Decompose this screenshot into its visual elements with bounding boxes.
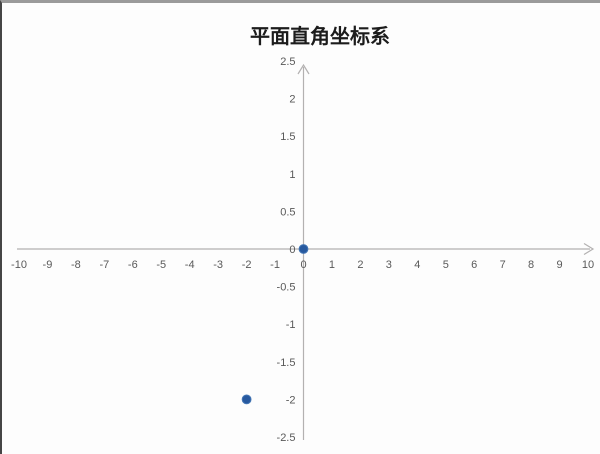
x-tick-label: 9	[556, 259, 562, 271]
x-tick-label: -9	[43, 259, 53, 271]
data-point	[298, 244, 309, 254]
x-tick-label: 6	[471, 259, 477, 271]
y-tick-label: -2.5	[277, 432, 296, 444]
tick-labels: -10 -9 -8 -7 -6 -5 -4 -3 -2 -1 0 1 2 3 4 5 6 7 8 9 102.521.5…	[11, 56, 594, 444]
y-tick-label: 0.5	[280, 206, 295, 218]
x-tick-label: -10	[11, 259, 27, 271]
y-axis-arrow-icon	[297, 63, 310, 75]
x-tick-label: -7	[99, 259, 109, 271]
x-tick-label: 2	[357, 259, 363, 271]
x-tick-label: -5	[156, 259, 166, 271]
x-tick-label: 3	[386, 259, 392, 271]
x-tick-label: 4	[414, 259, 420, 271]
x-tick-label: 10	[582, 259, 594, 271]
coordinate-plane: -10 -9 -8 -7 -6 -5 -4 -3 -2 -1 0 1 2 3 4 5 6 7 8 9 102.521.5…	[11, 56, 595, 444]
data-point	[241, 394, 252, 405]
y-tick-label: 0	[289, 244, 295, 256]
y-tick-label: -1	[286, 319, 296, 331]
y-tick-label: 2.5	[280, 56, 295, 68]
x-tick-label: -8	[71, 259, 81, 271]
y-tick-label: -2	[286, 394, 296, 406]
x-tick-label: 0	[300, 259, 306, 271]
y-tick-label: 1	[289, 169, 295, 181]
y-tick-label: -1.5	[277, 357, 296, 369]
x-tick-label: 1	[329, 259, 335, 271]
y-tick-label: 1.5	[280, 131, 295, 143]
x-tick-label: 8	[528, 259, 534, 271]
x-tick-label: -6	[128, 259, 138, 271]
x-tick-label: 7	[500, 259, 506, 271]
x-axis-arrow-icon	[583, 242, 595, 256]
x-tick-label: -3	[213, 259, 223, 271]
data-points	[241, 244, 309, 405]
chart-title: 平面直角坐标系	[250, 26, 390, 48]
x-tick-label: -1	[270, 259, 280, 271]
y-tick-label: -0.5	[277, 282, 296, 294]
x-tick-label: -4	[185, 259, 195, 271]
x-tick-label: -2	[242, 259, 252, 271]
y-tick-label: 2	[289, 94, 295, 106]
x-tick-label: 5	[443, 259, 449, 271]
